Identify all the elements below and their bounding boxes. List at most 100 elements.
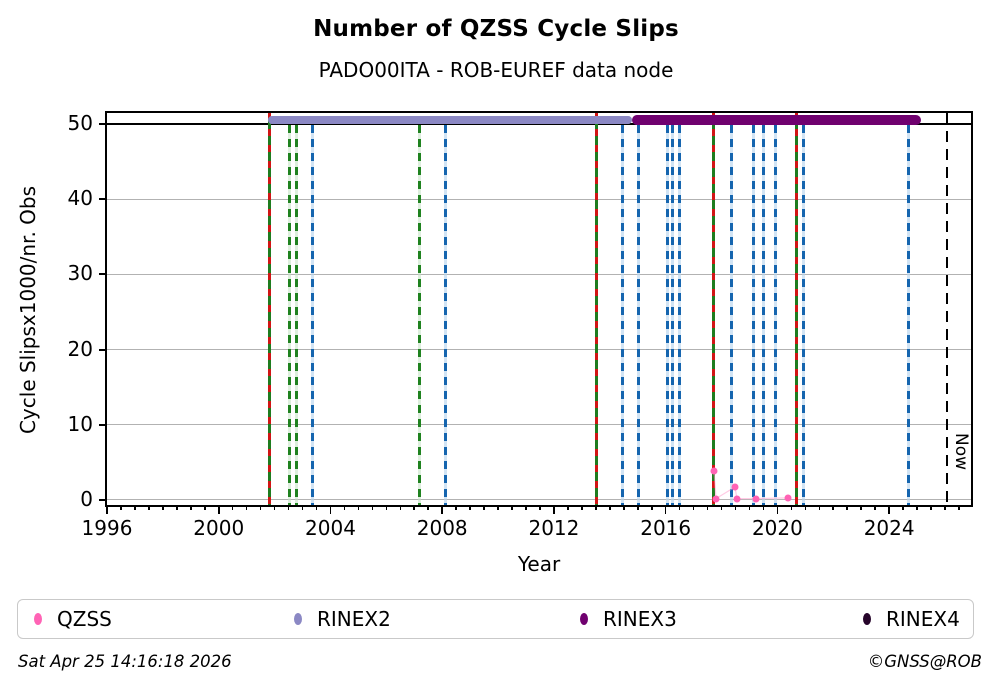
y-tick-label-0: 0 bbox=[80, 486, 93, 511]
event-line-blue-2015.01 bbox=[636, 125, 640, 505]
legend-marker-rinex4 bbox=[863, 613, 871, 625]
qzss-point-4 bbox=[752, 495, 760, 503]
legend-label-rinex3: RINEX3 bbox=[603, 607, 677, 631]
legend-item-rinex4: RINEX4 bbox=[863, 600, 960, 638]
x-minortick-2018 bbox=[720, 505, 723, 510]
x-tick-1996 bbox=[106, 505, 108, 514]
x-minortick-2009 bbox=[469, 505, 471, 510]
x-tick-label-2016: 2016 bbox=[640, 516, 692, 540]
availability-bar-rinex2 bbox=[268, 116, 632, 124]
qzss-point-3 bbox=[733, 495, 741, 503]
x-minortick-2003.5 bbox=[315, 505, 318, 510]
legend-marker-rinex3 bbox=[580, 613, 588, 625]
x-tick-label-2004: 2004 bbox=[305, 516, 356, 540]
x-tick-2004 bbox=[329, 505, 332, 514]
x-minortick-2013 bbox=[581, 505, 583, 510]
x-tick-2008 bbox=[441, 505, 443, 514]
x-axis-label: Year bbox=[517, 552, 561, 576]
x-minortick-2016.5 bbox=[678, 505, 681, 510]
y-tick-10 bbox=[99, 423, 107, 426]
x-minortick-2006 bbox=[385, 505, 388, 510]
x-minortick-2022 bbox=[832, 505, 835, 510]
x-minortick-2008.5 bbox=[455, 505, 457, 510]
gridline-y-30 bbox=[107, 273, 971, 276]
x-minortick-2013.5 bbox=[595, 505, 597, 510]
event-line-green-2002.8 bbox=[295, 125, 299, 505]
gridline-y-20 bbox=[107, 348, 971, 351]
x-minortick-2023.5 bbox=[874, 505, 876, 510]
event-line-green_red-2013.54 bbox=[595, 113, 599, 505]
event-line-green-2007.17 bbox=[417, 125, 421, 505]
x-minortick-2025.5 bbox=[930, 505, 932, 510]
plot-timestamp: Sat Apr 25 14:16:18 2026 bbox=[18, 652, 232, 671]
y-tick-label-30: 30 bbox=[67, 261, 93, 286]
x-minortick-2026 bbox=[944, 505, 946, 510]
x-minortick-2026.5 bbox=[958, 505, 960, 510]
x-minortick-1997 bbox=[134, 505, 136, 510]
x-tick-2000 bbox=[217, 505, 220, 514]
x-minortick-1999.5 bbox=[203, 505, 206, 510]
x-minortick-1997.5 bbox=[148, 505, 150, 510]
plot-area: 0 10 20 30 40 50 1996 2000 2004 2008 2012 2016 2020 2… bbox=[68, 111, 973, 540]
x-minortick-2011.5 bbox=[539, 505, 541, 510]
event-line-blue-2016.48 bbox=[677, 125, 681, 505]
y-tick-label-50: 50 bbox=[67, 111, 93, 136]
qzss-point-2 bbox=[731, 483, 739, 491]
y-tick-label-10: 10 bbox=[67, 411, 93, 436]
event-line-green-2002.55 bbox=[288, 125, 292, 505]
qzss-connector-line bbox=[713, 471, 789, 500]
legend-marker-rinex2 bbox=[294, 613, 302, 625]
x-tick-2016 bbox=[664, 505, 667, 514]
x-minortick-2025 bbox=[916, 505, 918, 510]
x-tick-2012 bbox=[553, 505, 555, 514]
qzss-point-5 bbox=[784, 494, 792, 502]
qzss-point-1 bbox=[712, 495, 720, 503]
x-minortick-2024.5 bbox=[902, 505, 904, 510]
x-minortick-2015 bbox=[636, 505, 639, 510]
x-minortick-2003 bbox=[301, 505, 304, 510]
y-tick-20 bbox=[99, 348, 107, 351]
threshold-line-50 bbox=[107, 123, 971, 126]
x-minortick-2006.5 bbox=[399, 505, 402, 510]
x-minortick-2017 bbox=[692, 505, 695, 510]
now-line bbox=[945, 113, 949, 505]
x-minortick-2010.5 bbox=[511, 505, 513, 510]
legend-label-rinex2: RINEX2 bbox=[317, 607, 391, 631]
x-minortick-2001.5 bbox=[259, 505, 262, 510]
x-tick-label-2020: 2020 bbox=[751, 516, 803, 540]
x-minortick-2021 bbox=[804, 505, 807, 510]
event-line-blue-2019.16 bbox=[752, 125, 756, 505]
y-tick-30 bbox=[99, 273, 107, 276]
event-line-green_red-2001.8 bbox=[267, 113, 271, 505]
legend-marker-qzss bbox=[34, 613, 42, 625]
x-minortick-2014.5 bbox=[622, 505, 625, 510]
y-tick-40 bbox=[99, 198, 107, 201]
x-minortick-2009.5 bbox=[483, 505, 485, 510]
event-line-blue-2016.26 bbox=[671, 125, 675, 505]
availability-bar-rinex3 bbox=[631, 114, 921, 125]
x-tick-label-1996: 1996 bbox=[81, 516, 133, 540]
event-line-green_red-2017.7 bbox=[711, 113, 715, 505]
legend-box: QZSS RINEX2 RINEX3 RINEX4 bbox=[17, 599, 974, 639]
gridline-y-40 bbox=[107, 198, 971, 201]
y-tick-0 bbox=[99, 498, 107, 501]
now-label: Now bbox=[950, 433, 971, 471]
event-line-blue-2024.68 bbox=[906, 125, 910, 505]
event-line-blue-2014.47 bbox=[621, 125, 625, 505]
x-tick-label-2008: 2008 bbox=[416, 516, 468, 540]
legend-item-rinex3: RINEX3 bbox=[580, 600, 677, 638]
x-tick-2024 bbox=[888, 505, 890, 514]
x-minortick-2011 bbox=[525, 505, 527, 510]
event-line-blue-2019.49 bbox=[761, 125, 765, 505]
x-minortick-2014 bbox=[609, 505, 611, 510]
x-minortick-2007.5 bbox=[427, 505, 430, 510]
x-minortick-2002 bbox=[273, 505, 276, 510]
x-minortick-2021.5 bbox=[818, 505, 821, 510]
event-line-blue-2020.95 bbox=[802, 125, 806, 505]
y-axis-label: Cycle Slipsx1000/nr. Obs bbox=[16, 185, 40, 435]
x-minortick-2010 bbox=[497, 505, 499, 510]
x-minortick-2004.5 bbox=[343, 505, 346, 510]
x-tick-label-2012: 2012 bbox=[528, 516, 580, 540]
event-line-blue-2003.34 bbox=[310, 125, 314, 505]
x-minortick-1996.5 bbox=[120, 505, 122, 510]
